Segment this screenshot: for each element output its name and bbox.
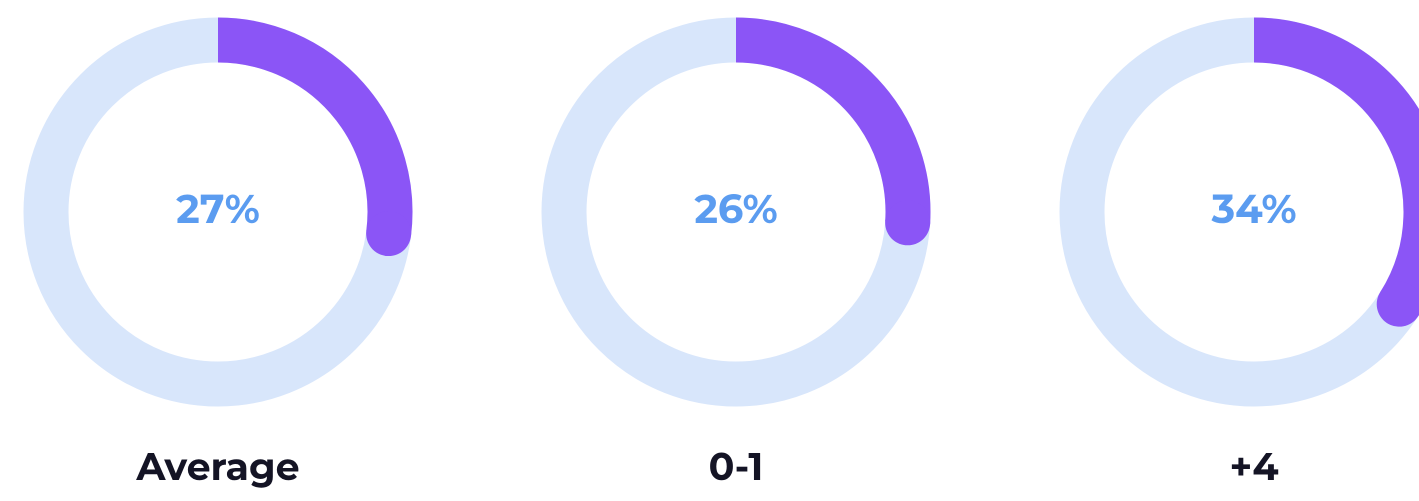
arc-cap bbox=[1376, 281, 1419, 327]
percentage-label: 27% bbox=[176, 185, 260, 234]
arc-path bbox=[217, 17, 413, 237]
category-label: +4 bbox=[1229, 443, 1278, 490]
percentage-label: 26% bbox=[694, 185, 777, 234]
arc-cap bbox=[366, 211, 412, 257]
category-label: Average bbox=[135, 443, 299, 490]
arc-cap bbox=[885, 200, 931, 246]
percentage-label: 34% bbox=[1210, 185, 1296, 234]
category-label: 0-1 bbox=[709, 443, 764, 490]
arc-path bbox=[735, 17, 931, 225]
donut: 26% 0-1 bbox=[541, 17, 931, 490]
donut-arc bbox=[735, 17, 931, 246]
donut-arc bbox=[217, 17, 413, 257]
donut: 27% Average bbox=[23, 17, 413, 490]
donut-arc bbox=[1253, 17, 1419, 327]
donut: 34% +4 bbox=[1059, 17, 1419, 490]
arc-path bbox=[1253, 17, 1419, 317]
